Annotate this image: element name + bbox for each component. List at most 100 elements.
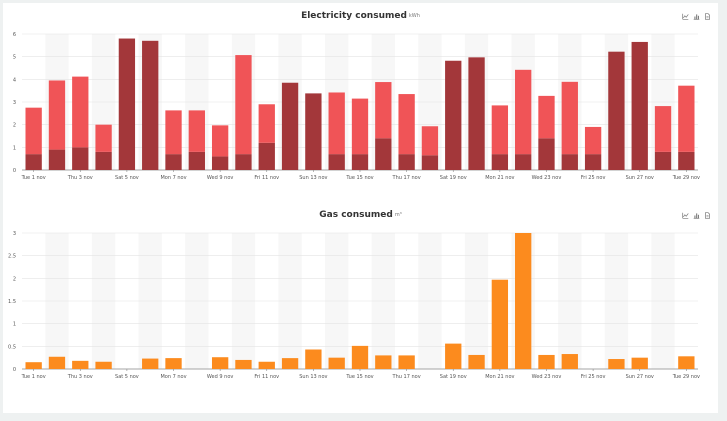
bar[interactable] [281,82,299,170]
x-tick-label: Wed 9 nov [207,374,233,380]
bar[interactable] [491,279,509,369]
bar[interactable] [95,361,112,369]
bar[interactable] [258,104,275,143]
bar[interactable] [328,357,345,369]
bar[interactable] [72,360,89,369]
bar[interactable] [281,358,299,369]
bar[interactable] [328,92,345,155]
bar[interactable] [584,126,602,155]
bar[interactable] [561,81,578,155]
bar[interactable] [25,107,42,155]
bar[interactable] [48,356,66,369]
bar[interactable] [258,361,275,369]
document-icon[interactable] [704,212,711,219]
y-tick-label: 2 [13,276,16,282]
bar-chart-icon[interactable] [693,212,700,219]
line-chart-icon[interactable] [682,212,689,219]
bar[interactable] [165,110,182,155]
bar[interactable] [142,40,159,170]
bar[interactable] [608,359,625,369]
x-tick-label: Mon 7 nov [160,175,186,181]
bar[interactable] [305,93,322,170]
bar[interactable] [538,138,555,170]
bar[interactable] [608,51,625,170]
y-tick-label: 6 [13,32,16,38]
electricity-chart-toolbar [682,13,711,20]
charts-canvas: 0 1 2 3 4 5 6 Tue 1 nov Thu 3 nov Sat 5 nov Mon 7 … [8,32,700,380]
bar[interactable] [95,124,112,152]
bar-chart-icon[interactable] [693,13,700,20]
bar[interactable] [515,233,532,369]
bar[interactable] [235,154,252,170]
bar[interactable] [211,156,229,170]
x-tick-label: Mon 7 nov [160,374,186,380]
bar[interactable] [142,358,159,369]
bar[interactable] [25,362,42,369]
x-tick-label: Wed 23 nov [532,374,562,380]
bar[interactable] [538,95,555,139]
x-tick-label: Thu 3 nov [67,374,93,380]
bar[interactable] [211,125,229,157]
bar[interactable] [421,126,439,156]
bar[interactable] [95,151,112,170]
bar[interactable] [165,358,182,369]
bar[interactable] [561,154,578,170]
x-tick-label: Tue 1 nov [21,175,46,181]
bar[interactable] [258,142,275,170]
bar[interactable] [678,85,695,152]
bar[interactable] [188,151,205,170]
bar[interactable] [468,57,485,171]
bar[interactable] [351,98,369,155]
x-tick-label: Sat 19 nov [440,175,467,181]
bar[interactable] [445,343,462,369]
bar[interactable] [165,154,182,170]
bar[interactable] [491,105,509,155]
bar[interactable] [421,155,439,170]
bar[interactable] [25,154,42,170]
document-icon[interactable] [704,13,711,20]
x-tick-label: Thu 17 nov [392,175,421,181]
bar[interactable] [375,82,392,139]
bar[interactable] [375,355,392,369]
line-chart-icon[interactable] [682,13,689,20]
x-tick-label: Tue 15 nov [345,175,373,181]
bar[interactable] [398,154,415,170]
bar[interactable] [631,357,648,369]
bar[interactable] [468,354,485,369]
bar[interactable] [398,94,415,155]
bar[interactable] [328,154,345,170]
x-tick-label: Sun 27 nov [626,374,654,380]
bar[interactable] [515,154,532,170]
bar[interactable] [561,354,578,369]
bar[interactable] [235,359,252,369]
bar[interactable] [235,55,252,155]
x-tick-label: Sat 5 nov [115,374,139,380]
bar[interactable] [48,80,66,150]
bar[interactable] [445,60,462,170]
bar[interactable] [118,38,136,171]
y-tick-label: 1 [13,145,16,151]
bar[interactable] [398,355,415,369]
bar[interactable] [631,41,648,170]
bar[interactable] [678,356,695,369]
bar[interactable] [491,154,509,170]
electricity-chart-title: Electricity consumed kWh [301,11,420,21]
bar[interactable] [678,151,695,170]
bar[interactable] [72,147,89,170]
bar[interactable] [72,76,89,148]
dashboard-panel: 0 1 2 3 4 5 6 Tue 1 nov Thu 3 nov Sat 5 nov Mon 7 … [3,3,718,413]
gas-unit: m³ [394,211,402,218]
bar[interactable] [538,354,555,369]
electricity-chart: 0 1 2 3 4 5 6 Tue 1 nov Thu 3 nov Sat 5 nov Mon 7 … [13,32,700,181]
bar[interactable] [48,149,66,170]
bar[interactable] [351,345,369,369]
bar[interactable] [351,154,369,170]
bar[interactable] [211,357,229,369]
bar[interactable] [375,138,392,170]
bar[interactable] [188,110,205,152]
bar[interactable] [654,106,672,152]
bar[interactable] [515,69,532,155]
bar[interactable] [584,154,602,170]
bar[interactable] [654,151,672,170]
bar[interactable] [305,349,322,369]
